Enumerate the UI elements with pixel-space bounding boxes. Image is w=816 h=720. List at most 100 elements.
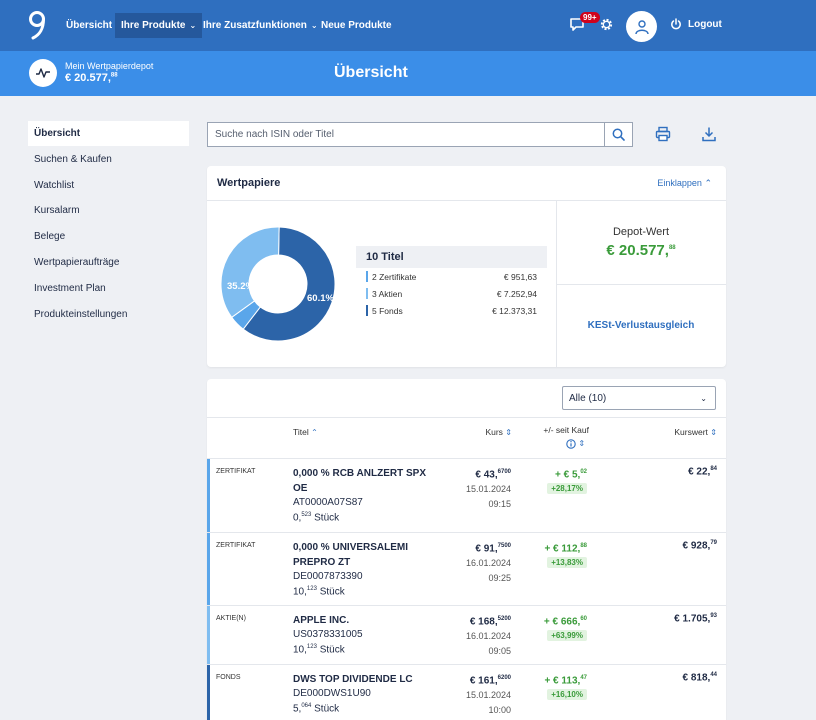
row-name[interactable]: 0,000 % UNIVERSALEMI PREPRO ZT <box>293 542 409 568</box>
info-icon[interactable] <box>566 439 576 449</box>
qty-sup: 123 <box>306 586 317 592</box>
power-icon <box>671 18 681 30</box>
legend-value: € 12.373,31 <box>492 305 537 316</box>
legend-color-bar <box>366 305 368 316</box>
chg-main: + € 5, <box>555 469 581 481</box>
nav-item-label: Übersicht <box>66 20 113 31</box>
brand-logo-icon[interactable] <box>26 10 48 40</box>
row-change: + € 113,47 <box>544 675 587 686</box>
download-icon[interactable] <box>701 126 717 142</box>
qty-sup: 523 <box>301 512 312 518</box>
column-header-kurswert[interactable]: Kurswert ⇕ <box>674 427 717 437</box>
sidebar-item-belege[interactable]: Belege <box>28 224 189 249</box>
divider <box>556 284 726 285</box>
logout-button[interactable]: Logout <box>670 18 722 30</box>
holdings-legend: 10 Titel 2 Zertifikate € 951,63 3 Aktien… <box>356 246 547 319</box>
row-quantity: 5,064 Stück <box>293 703 339 714</box>
row-time: 10:00 <box>488 705 511 715</box>
column-header-label: Kurswert <box>674 427 708 437</box>
sidebar-item-uebersicht[interactable]: Übersicht <box>28 121 189 146</box>
row-kurs: € 43,6700 <box>475 469 511 480</box>
table-row[interactable]: AKTIE(N) APPLE INC. US0378331005 10,123 … <box>207 605 726 664</box>
sidebar-item-investment-plan[interactable]: Investment Plan <box>28 276 189 301</box>
sidebar-item-label: Watchlist <box>34 180 75 191</box>
column-header-label: Kurs <box>485 427 503 437</box>
sidebar-item-produkteinstellungen[interactable]: Produkteinstellungen <box>28 302 189 327</box>
qty-unit: Stück <box>316 644 345 656</box>
kurs-sup: 6200 <box>497 675 511 681</box>
nav-item-uebersicht[interactable]: Übersicht <box>60 13 118 38</box>
kw-main: € 1.705, <box>674 613 711 625</box>
row-name[interactable]: 0,000 % RCB ANLZERT SPX OE <box>293 468 426 494</box>
chg-main: + € 112, <box>544 543 581 555</box>
row-date: 15.01.2024 <box>465 484 511 494</box>
depot-icon <box>29 59 57 87</box>
donut-slice-fonds <box>242 226 336 342</box>
nav-item-ihre-produkte[interactable]: Ihre Produkte ⌄ <box>115 13 203 38</box>
sidebar-item-label: Kursalarm <box>34 205 80 216</box>
column-header-label: +/- seit Kauf <box>543 425 589 435</box>
row-type: ZERTIFIKAT <box>216 468 256 475</box>
collapse-label: Einklappen <box>657 178 702 188</box>
chg-sup: 88 <box>580 543 587 549</box>
donut-slice-aktien <box>220 226 280 318</box>
row-change-percent: +63,99% <box>547 630 587 641</box>
table-row[interactable]: ZERTIFIKAT 0,000 % RCB ANLZERT SPX OE AT… <box>207 458 726 532</box>
kw-sup: 93 <box>710 613 717 619</box>
filter-select[interactable]: Alle (10) ⌄ <box>562 386 716 410</box>
chevron-down-icon: ⌄ <box>310 21 318 30</box>
page-header: Mein Wertpapierdepot € 20.577,88 Übersic… <box>0 51 816 96</box>
table-row[interactable]: ZERTIFIKAT 0,000 % UNIVERSALEMI PREPRO Z… <box>207 532 726 605</box>
collapse-button[interactable]: Einklappen ⌃ <box>657 178 712 189</box>
chevron-up-icon: ⌃ <box>704 178 712 188</box>
search-button[interactable] <box>604 123 632 146</box>
depot-wert-cents: 88 <box>668 245 676 251</box>
kw-sup: 84 <box>710 466 717 472</box>
row-name[interactable]: APPLE INC. <box>293 615 350 626</box>
row-type: ZERTIFIKAT <box>216 542 256 549</box>
table-row[interactable]: FONDS DWS TOP DIVIDENDE LC DE000DWS1U90 … <box>207 664 726 720</box>
row-quantity: 10,123 Stück <box>293 586 345 597</box>
legend-color-bar <box>366 271 368 282</box>
depot-wert-label: Depot-Wert <box>612 226 670 238</box>
kurs-main: € 91, <box>475 543 498 555</box>
nav-item-zusatzfunktionen[interactable]: Ihre Zusatzfunktionen ⌄ <box>197 13 324 38</box>
row-change-percent: +28,17% <box>547 483 587 494</box>
filter-select-value: Alle (10) <box>569 392 607 404</box>
depot-value-cents: 88 <box>110 72 118 79</box>
sidebar-item-suchen-kaufen[interactable]: Suchen & Kaufen <box>28 147 189 172</box>
sidebar-item-wertpapierauftraege[interactable]: Wertpapieraufträge <box>28 250 189 275</box>
qty-unit: Stück <box>311 703 340 715</box>
print-icon[interactable] <box>655 126 671 142</box>
legend-title: 10 Titel <box>356 246 547 268</box>
kurs-main: € 43, <box>475 469 498 481</box>
qty-main: 0, <box>293 512 302 524</box>
sidebar-item-watchlist[interactable]: Watchlist <box>28 173 189 198</box>
chg-sup: 02 <box>580 469 587 475</box>
row-name[interactable]: DWS TOP DIVIDENDE LC <box>293 674 413 685</box>
gear-icon[interactable] <box>599 17 614 32</box>
column-header-titel[interactable]: Titel ⌃ <box>293 427 318 437</box>
sort-icon[interactable]: ⇕ <box>578 439 586 448</box>
kurs-sup: 6700 <box>497 469 511 475</box>
kurs-sup: 5200 <box>497 616 511 622</box>
wertpapiere-panel: Wertpapiere Einklappen ⌃ 35.2% 60.1% 10 … <box>207 166 726 367</box>
row-type-accent <box>207 606 210 664</box>
chg-main: + € 113, <box>544 675 581 687</box>
search-input[interactable] <box>208 129 603 140</box>
legend-row-fonds: 5 Fonds € 12.373,31 <box>356 302 547 319</box>
column-header-change[interactable]: +/- seit Kauf <box>543 425 589 435</box>
sort-icon: ⇕ <box>505 428 512 437</box>
nav-item-neue-produkte[interactable]: Neue Produkte <box>315 13 398 38</box>
kw-sup: 79 <box>710 540 717 546</box>
sidebar-item-kursalarm[interactable]: Kursalarm <box>28 198 189 223</box>
notification-badge: 99+ <box>580 12 600 23</box>
row-change: + € 5,02 <box>555 469 587 480</box>
column-header-kurs[interactable]: Kurs ⇕ <box>485 427 512 437</box>
row-date: 16.01.2024 <box>465 631 511 641</box>
sidebar-item-label: Suchen & Kaufen <box>34 154 112 165</box>
avatar[interactable] <box>626 11 657 42</box>
kest-verlustausgleich-link[interactable]: KESt-Verlustausgleich <box>587 320 695 331</box>
qty-unit: Stück <box>316 586 345 598</box>
row-date: 16.01.2024 <box>465 558 511 568</box>
